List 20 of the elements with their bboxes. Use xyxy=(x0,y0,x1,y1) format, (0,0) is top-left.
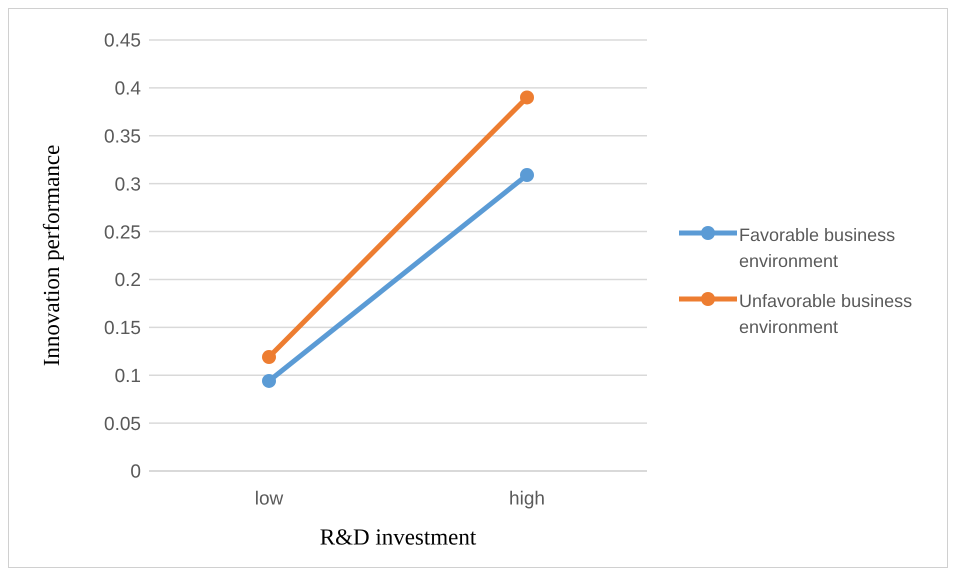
y-tick-label: 0.05 xyxy=(104,414,141,435)
y-tick-label: 0 xyxy=(130,462,141,483)
point xyxy=(262,350,276,364)
legend-label: Unfavorable business environment xyxy=(739,290,914,339)
x-axis-title: R&D investment xyxy=(320,524,477,550)
y-tick-label: 0.15 xyxy=(104,318,141,340)
x-tick-label: low xyxy=(254,488,284,510)
point xyxy=(520,168,534,182)
y-tick-label: 0.35 xyxy=(104,126,141,148)
legend-label: Favorable business environment xyxy=(739,224,896,273)
y-tick-label: 0.3 xyxy=(114,174,141,196)
y-tick-label: 0.4 xyxy=(114,78,142,100)
y-tick-label: 0.2 xyxy=(114,270,141,292)
y-tick-label: 0.25 xyxy=(104,222,141,244)
y-tick-label: 0.1 xyxy=(114,366,141,387)
y-axis-title: Innovation performance xyxy=(39,144,64,366)
point xyxy=(262,374,276,388)
x-tick-label: high xyxy=(509,488,545,510)
point xyxy=(520,90,534,104)
y-tick-label: 0.45 xyxy=(104,30,141,52)
